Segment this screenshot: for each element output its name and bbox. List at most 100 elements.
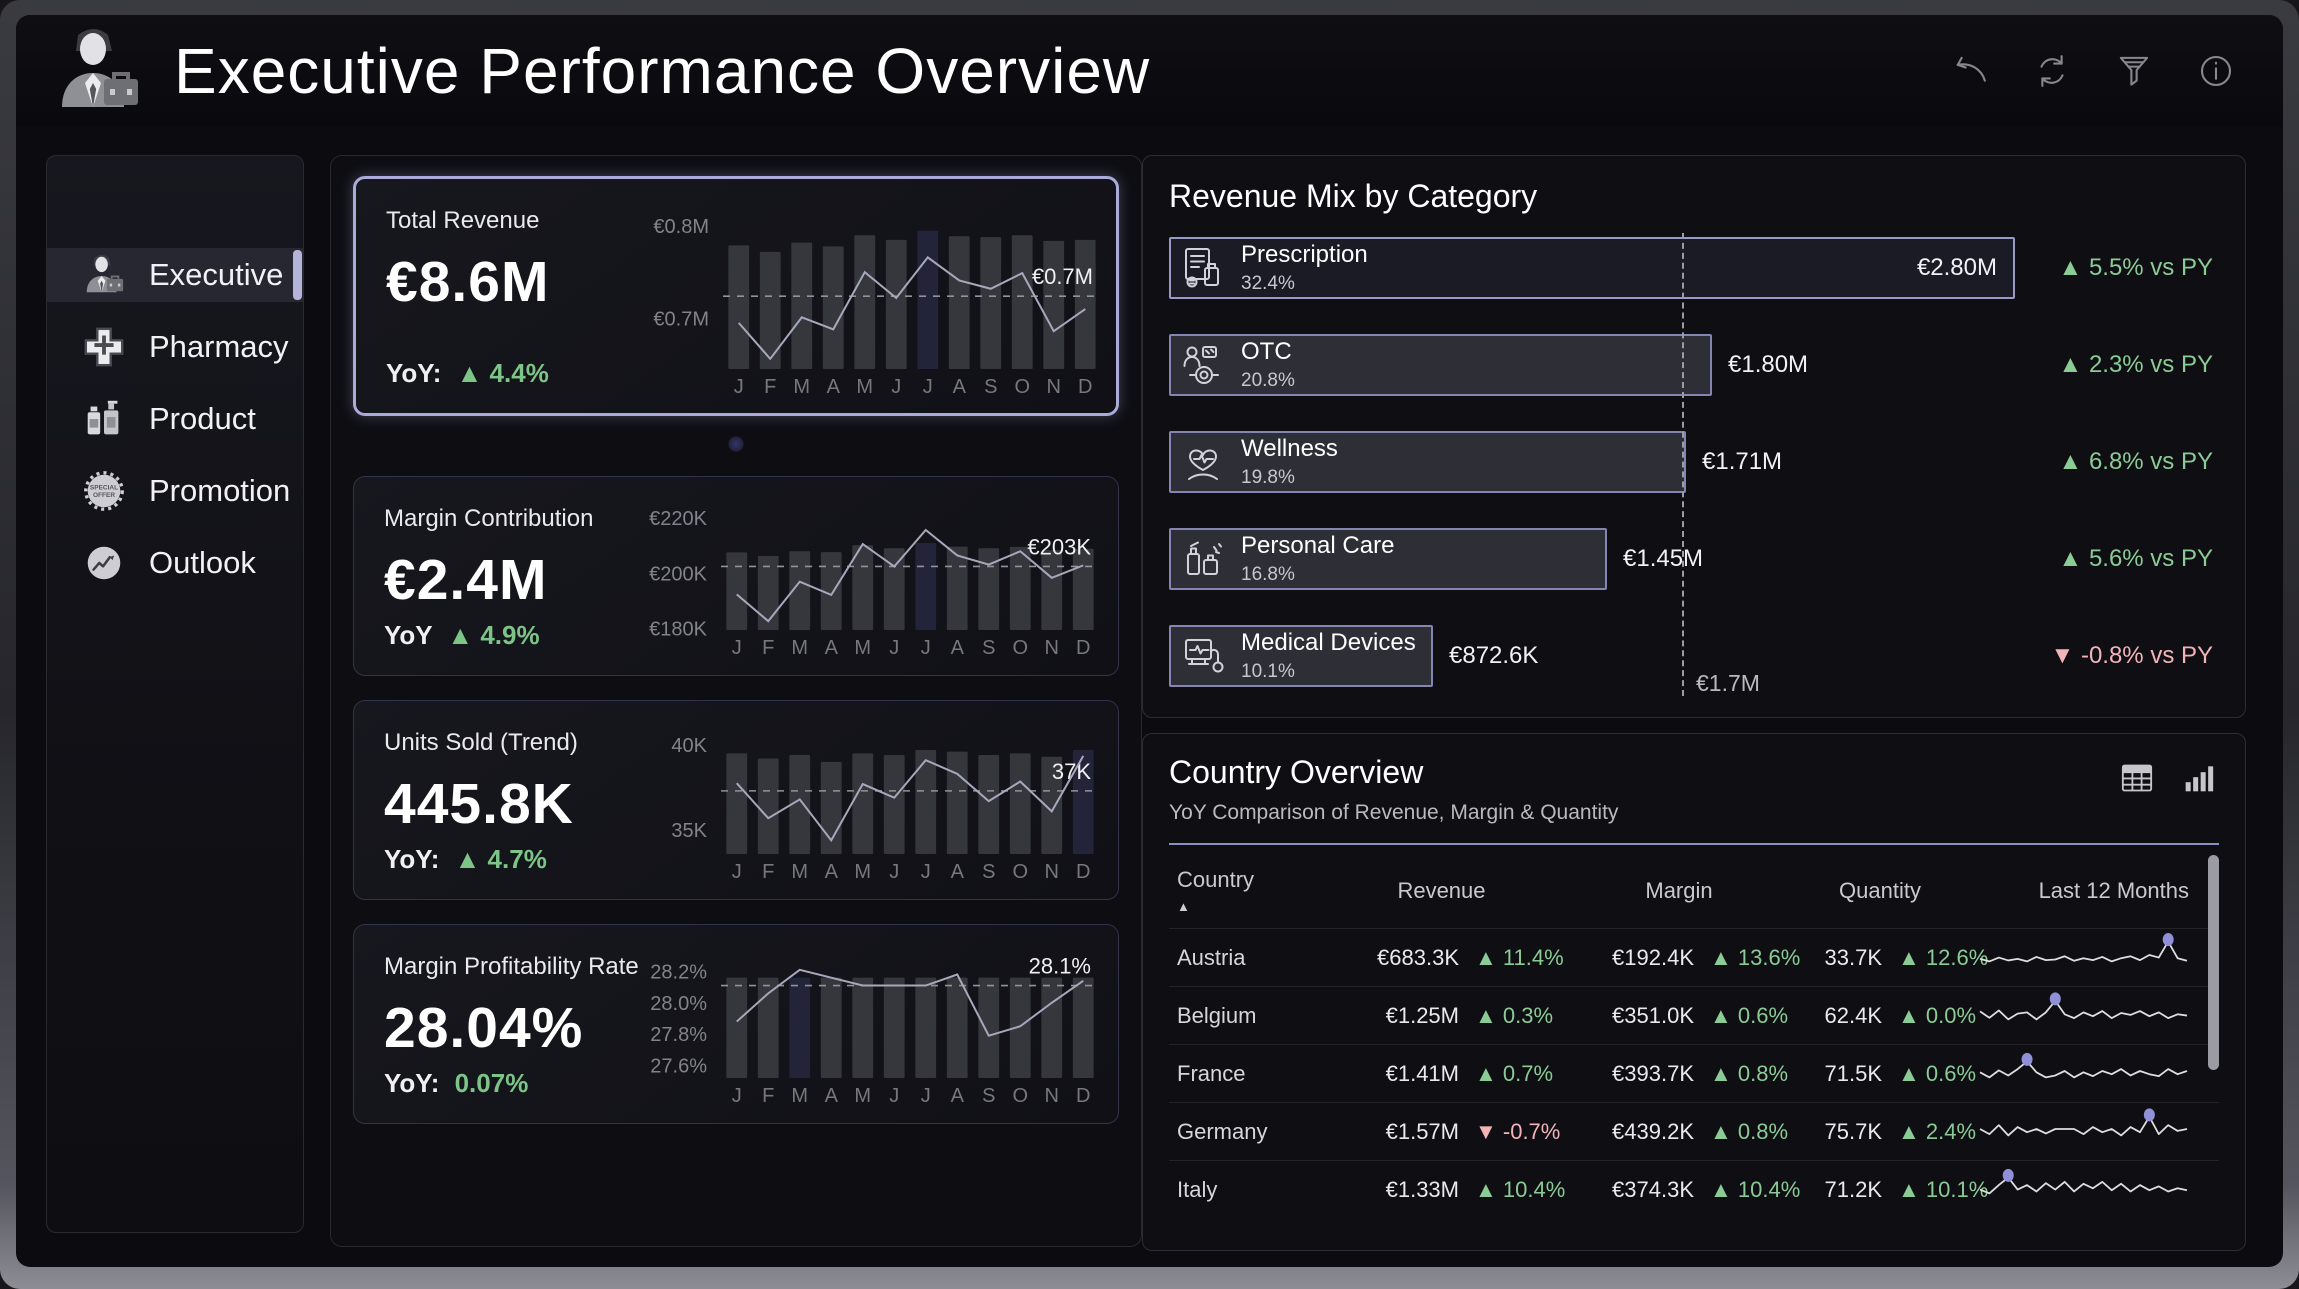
care-bottle-icon xyxy=(1179,535,1227,583)
revenue-change: ▲ 11.4% xyxy=(1459,945,1564,971)
kpi-card-margin-profitability-rate[interactable]: Margin Profitability Rate 28.04% YoY: 0.… xyxy=(353,924,1119,1124)
revenue-mix-panel: Revenue Mix by Category Prescription32.4… xyxy=(1142,155,2246,718)
bar-chart-view-button[interactable] xyxy=(2179,758,2219,798)
mix-bar-wellness[interactable]: Wellness19.8% xyxy=(1169,431,1686,493)
svg-text:A: A xyxy=(951,861,965,883)
sidebar-item-label: Product xyxy=(149,401,256,437)
quantity-change: ▲ 12.6% xyxy=(1882,945,1966,971)
svg-text:37K: 37K xyxy=(1052,759,1091,784)
svg-text:M: M xyxy=(791,1085,808,1107)
svg-text:F: F xyxy=(764,376,776,398)
revenue-change: ▲ 0.3% xyxy=(1459,1003,1564,1029)
table-view-button[interactable] xyxy=(2117,758,2157,798)
last-12-months-sparkline xyxy=(1966,989,2219,1042)
margin-change: ▲ 0.8% xyxy=(1694,1061,1794,1087)
mix-value: €1.80M xyxy=(1728,351,1808,379)
quantity-change: ▲ 0.6% xyxy=(1882,1061,1966,1087)
country-name: Belgium xyxy=(1169,1003,1319,1029)
svg-text:S: S xyxy=(984,376,997,398)
svg-text:J: J xyxy=(732,861,742,883)
quantity-value: 71.5K xyxy=(1794,1061,1882,1087)
country-row-belgium[interactable]: Belgium€1.25M▲ 0.3%€351.0K▲ 0.6%62.4K▲ 0… xyxy=(1169,986,2219,1044)
svg-text:J: J xyxy=(921,1085,931,1107)
mix-bar-personal-care[interactable]: Personal Care16.8% xyxy=(1169,528,1607,590)
country-table: Country▲RevenueMarginQuantityLast 12 Mon… xyxy=(1169,843,2219,1218)
quantity-value: 33.7K xyxy=(1794,945,1882,971)
svg-text:D: D xyxy=(1076,1085,1090,1107)
country-row-austria[interactable]: Austria€683.3K▲ 11.4%€192.4K▲ 13.6%33.7K… xyxy=(1169,928,2219,986)
column-header-last-12-months[interactable]: Last 12 Months xyxy=(1966,878,2219,904)
country-row-italy[interactable]: Italy€1.33M▲ 10.4%€374.3K▲ 10.4%71.2K▲ 1… xyxy=(1169,1160,2219,1218)
column-header-margin[interactable]: Margin xyxy=(1564,878,1794,904)
table-scrollbar-thumb[interactable] xyxy=(2208,855,2219,1070)
scroll-indicator-dot xyxy=(728,436,744,452)
refresh-icon xyxy=(2031,79,2073,96)
column-header-revenue[interactable]: Revenue xyxy=(1319,878,1564,904)
info-icon xyxy=(2195,79,2237,96)
info-button[interactable] xyxy=(2195,50,2237,92)
mix-row-personal-care: Personal Care16.8%€1.45M▲ 5.6% vs PY xyxy=(1169,528,2219,590)
sidebar-item-product[interactable]: Product xyxy=(47,392,303,446)
rx-doc-icon xyxy=(1179,244,1227,292)
sidebar-item-outlook[interactable]: Outlook xyxy=(47,536,303,590)
country-row-france[interactable]: France€1.41M▲ 0.7%€393.7K▲ 0.8%71.5K▲ 0.… xyxy=(1169,1044,2219,1102)
undo-button[interactable] xyxy=(1949,50,1991,92)
svg-text:M: M xyxy=(856,376,873,398)
svg-text:27.8%: 27.8% xyxy=(650,1024,707,1046)
filter-button[interactable] xyxy=(2113,50,2155,92)
revenue-value: €1.57M xyxy=(1319,1119,1459,1145)
last-12-months-sparkline xyxy=(1966,1163,2219,1216)
revenue-value: €1.25M xyxy=(1319,1003,1459,1029)
svg-text:M: M xyxy=(791,637,808,659)
country-overview-subtitle: YoY Comparison of Revenue, Margin & Quan… xyxy=(1169,801,1618,825)
svg-text:€0.7M: €0.7M xyxy=(1032,264,1093,289)
med-monitor-icon xyxy=(1179,632,1227,680)
mix-category-pct: 10.1% xyxy=(1241,661,1416,683)
revenue-change: ▼ -0.7% xyxy=(1459,1119,1564,1145)
svg-text:J: J xyxy=(889,637,899,659)
svg-text:N: N xyxy=(1047,376,1061,398)
kpi-card-total-revenue[interactable]: Total Revenue €8.6M YoY: ▲ 4.4% €0.8M€0.… xyxy=(353,176,1119,416)
mix-category-name: Medical Devices xyxy=(1241,629,1416,657)
kpi-card-units-sold-trend[interactable]: Units Sold (Trend) 445.8K YoY: ▲ 4.7% 40… xyxy=(353,700,1119,900)
country-name: Austria xyxy=(1169,945,1319,971)
svg-text:M: M xyxy=(854,1085,871,1107)
mix-bar-otc[interactable]: OTC20.8% xyxy=(1169,334,1712,396)
pharmacy-cross-icon xyxy=(81,324,127,370)
mix-bar-medical-devices[interactable]: Medical Devices 10.1% xyxy=(1169,625,1433,687)
country-table-header: Country▲RevenueMarginQuantityLast 12 Mon… xyxy=(1169,851,2219,928)
view-toggle-icons xyxy=(2117,758,2219,798)
svg-text:J: J xyxy=(889,861,899,883)
country-row-germany[interactable]: Germany€1.57M▼ -0.7%€439.2K▲ 0.8%75.7K▲ … xyxy=(1169,1102,2219,1160)
sidebar-item-label: Pharmacy xyxy=(149,329,289,365)
dashboard-frame: Executive Performance Overview Executive… xyxy=(0,0,2299,1289)
margin-value: €393.7K xyxy=(1564,1061,1694,1087)
kpi-chart: €220K€200K€180K€203KJFMAMJJASOND xyxy=(639,497,1109,665)
country-table-body: Austria€683.3K▲ 11.4%€192.4K▲ 13.6%33.7K… xyxy=(1169,928,2219,1218)
mix-change-vs-py: ▲ 2.3% vs PY xyxy=(2059,351,2213,379)
mix-row-otc: OTC20.8% €1.80M ▲ 2.3% vs PY xyxy=(1169,334,2219,396)
svg-text:J: J xyxy=(923,376,933,398)
svg-text:A: A xyxy=(953,376,967,398)
svg-text:O: O xyxy=(1014,376,1030,398)
mix-category-pct: 19.8% xyxy=(1241,467,1338,489)
column-header-country[interactable]: Country▲ xyxy=(1169,867,1319,914)
sidebar-item-pharmacy[interactable]: Pharmacy xyxy=(47,320,303,374)
refresh-button[interactable] xyxy=(2031,50,2073,92)
sidebar-item-promotion[interactable]: SPECIALOFFER Promotion xyxy=(47,464,303,518)
svg-text:J: J xyxy=(732,637,742,659)
svg-text:N: N xyxy=(1045,637,1059,659)
margin-change: ▲ 13.6% xyxy=(1694,945,1794,971)
column-header-quantity[interactable]: Quantity xyxy=(1794,878,1966,904)
mix-change-vs-py: ▲ 6.8% vs PY xyxy=(2059,448,2213,476)
svg-text:N: N xyxy=(1045,861,1059,883)
svg-text:M: M xyxy=(854,861,871,883)
kpi-yoy: YoY: ▲ 4.4% xyxy=(386,358,641,389)
mix-bar-prescription[interactable]: Prescription32.4%€2.80M xyxy=(1169,237,2015,299)
svg-text:J: J xyxy=(921,861,931,883)
revenue-mix-rows: Prescription32.4%€2.80M▲ 5.5% vs PYOTC20… xyxy=(1169,237,2219,687)
sidebar-item-executive[interactable]: Executive xyxy=(47,248,303,302)
country-overview-panel: Country Overview YoY Comparison of Reven… xyxy=(1142,733,2246,1251)
kpi-card-margin-contribution[interactable]: Margin Contribution €2.4M YoY ▲ 4.9% €22… xyxy=(353,476,1119,676)
kpi-chart: €0.8M€0.7M€0.7MJFMAMJJASOND xyxy=(641,199,1111,403)
